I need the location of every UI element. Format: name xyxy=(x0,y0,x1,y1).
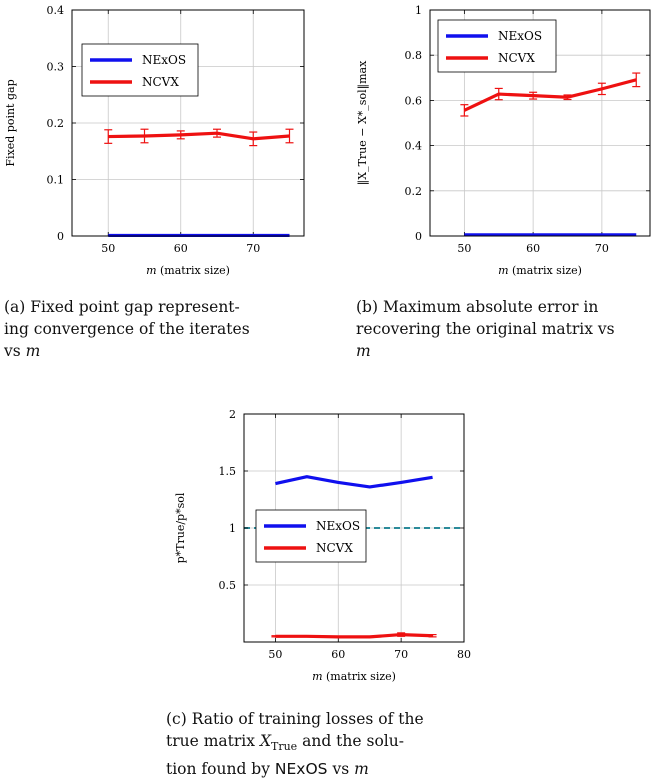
legend-label-nexos: NExOS xyxy=(498,29,542,43)
series-nexos-c xyxy=(275,475,433,489)
x-axis-label: m (matrix size) xyxy=(498,264,582,277)
y-tick-label: 0.8 xyxy=(405,49,423,62)
caption-c-line-3: tion found by NExOS vs m xyxy=(166,758,506,780)
y-tick-label: 0.4 xyxy=(47,4,65,17)
x-tick-label: 70 xyxy=(394,648,408,661)
x-axis-label: m (matrix size) xyxy=(146,264,230,277)
x-tick-label: 80 xyxy=(457,648,471,661)
caption-c: (c) Ratio of training losses of the true… xyxy=(166,708,506,780)
legend-box xyxy=(81,43,199,97)
caption-c-line-1: (c) Ratio of training losses of the xyxy=(166,710,424,728)
caption-b-var: m xyxy=(356,342,371,360)
caption-b: (b) Maximum absolute error in recovering… xyxy=(356,296,669,362)
y-tick-label: 1.5 xyxy=(219,465,237,478)
caption-c-matrix: X xyxy=(259,732,271,750)
chart-panel-a: 50 60 70 0 0.1 0.2 0.3 0.4 NExOS NCVX m (matrix si… xyxy=(0,0,330,290)
plot-frame xyxy=(71,9,305,237)
y-tick-label: 0 xyxy=(57,230,64,243)
plot-frame xyxy=(429,9,651,237)
legend-label-ncvx: NCVX xyxy=(498,51,535,65)
y-tick-label: 0.3 xyxy=(47,61,65,74)
caption-a-line-3-text: vs xyxy=(4,342,26,360)
caption-c-line-3-vs: vs xyxy=(327,760,355,779)
caption-a-line-2: ing convergence of the iterates xyxy=(4,320,250,338)
x-tick-label: 70 xyxy=(595,242,609,255)
y-tick-label: 1 xyxy=(229,522,236,535)
y-tick-label: 2 xyxy=(229,408,236,421)
series-line xyxy=(275,632,433,639)
chart-panel-c: 50 60 70 80 0.5 1 1.5 2 NExOS NCVX m (matrix size)… xyxy=(160,400,500,700)
chart-c: 50 60 70 80 0.5 1 1.5 2 NExOS NCVX m (matrix size)… xyxy=(174,408,471,683)
caption-c-var: m xyxy=(354,760,369,779)
legend-label-ncvx: NCVX xyxy=(316,541,353,555)
y-tick-label: 0.2 xyxy=(405,185,423,198)
y-tick-label: 0.2 xyxy=(47,117,65,130)
y-tick-label: 0.1 xyxy=(47,174,65,187)
caption-b-line-2: recovering the original matrix vs xyxy=(356,320,615,338)
caption-a-line-1: (a) Fixed point gap represent- xyxy=(4,298,240,316)
legend-label-ncvx: NCVX xyxy=(142,75,179,89)
chart-b: 50 60 70 0 0.2 0.4 0.6 0.8 1 NExOS NCVX m (matrix s… xyxy=(356,4,651,277)
caption-a: (a) Fixed point gap represent- ing conve… xyxy=(4,296,324,362)
series-ncvx-c xyxy=(271,632,437,639)
caption-c-matrix-sub: True xyxy=(270,740,298,754)
y-tick-label: 0.5 xyxy=(219,579,237,592)
x-tick-label: 50 xyxy=(268,648,282,661)
x-tick-label: 60 xyxy=(174,242,188,255)
series-ncvx-b xyxy=(460,72,641,117)
x-tick-label: 50 xyxy=(457,242,471,255)
caption-c-line-2-text: true matrix xyxy=(166,732,260,750)
x-axis-label: m (matrix size) xyxy=(312,670,396,683)
series-line xyxy=(275,475,433,489)
chart-panel-b: 50 60 70 0 0.2 0.4 0.6 0.8 1 NExOS NCVX m (matrix s… xyxy=(340,0,669,290)
series-ncvx-a xyxy=(104,128,294,147)
y-tick-label: 0 xyxy=(415,230,422,243)
x-tick-label: 50 xyxy=(101,242,115,255)
y-tick-label: 1 xyxy=(415,4,422,17)
legend-b: NExOS NCVX xyxy=(437,19,557,73)
series-line xyxy=(108,131,290,141)
caption-a-var: m xyxy=(25,342,41,360)
caption-c-line-2-rest: and the solu- xyxy=(297,732,404,750)
y-axis-label: p*True/p*sol xyxy=(174,492,187,563)
caption-c-line-3-text: tion found by xyxy=(166,760,275,779)
x-tick-label: 60 xyxy=(331,648,345,661)
y-axis-label: Fixed point gap xyxy=(4,79,17,166)
legend-label-nexos: NExOS xyxy=(142,53,186,67)
caption-b-line-3: m xyxy=(356,340,669,362)
legend-label-nexos: NExOS xyxy=(316,519,360,533)
y-tick-label: 0.4 xyxy=(405,140,423,153)
legend-c: NExOS NCVX xyxy=(255,509,367,563)
y-axis-label: ‖X_True − X*_sol‖max xyxy=(356,60,370,185)
y-tick-label: 0.6 xyxy=(405,94,423,107)
caption-c-line-2: true matrix XTrue and the solu- xyxy=(166,730,506,758)
caption-b-line-1: (b) Maximum absolute error in xyxy=(356,298,599,316)
caption-a-line-3: vs m xyxy=(4,340,324,362)
caption-c-method: NExOS xyxy=(274,760,328,779)
chart-a: 50 60 70 0 0.1 0.2 0.3 0.4 NExOS NCVX m (matrix si… xyxy=(4,4,305,277)
legend-box xyxy=(437,19,557,73)
series-line xyxy=(463,78,637,112)
legend-box xyxy=(255,509,367,563)
legend-a: NExOS NCVX xyxy=(81,43,199,97)
x-tick-label: 70 xyxy=(246,242,260,255)
plot-frame xyxy=(243,413,465,643)
x-tick-label: 60 xyxy=(526,242,540,255)
